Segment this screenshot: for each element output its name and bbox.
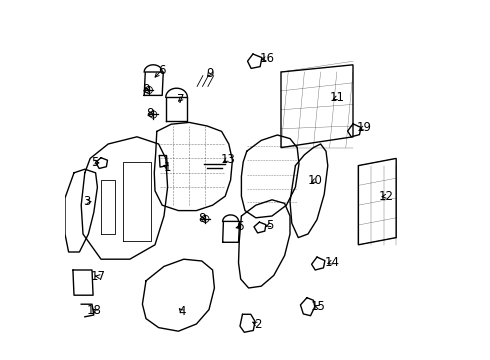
Text: 4: 4 xyxy=(178,305,186,318)
Text: 8: 8 xyxy=(142,83,149,96)
Text: 3: 3 xyxy=(83,195,90,208)
Text: 5: 5 xyxy=(266,219,273,231)
Text: 6: 6 xyxy=(237,220,244,233)
Text: 11: 11 xyxy=(329,91,344,104)
Text: 7: 7 xyxy=(177,93,185,105)
Text: 8: 8 xyxy=(147,107,154,120)
Text: 16: 16 xyxy=(260,52,275,65)
Text: 15: 15 xyxy=(310,300,325,313)
Text: 10: 10 xyxy=(307,174,322,187)
Text: 6: 6 xyxy=(158,64,165,77)
Text: 8: 8 xyxy=(198,212,205,225)
Text: 2: 2 xyxy=(254,318,261,331)
Text: 18: 18 xyxy=(87,304,102,317)
Text: 17: 17 xyxy=(91,270,106,283)
Text: 5: 5 xyxy=(91,156,98,168)
Text: 14: 14 xyxy=(324,256,340,269)
Text: 19: 19 xyxy=(357,121,372,134)
Text: 1: 1 xyxy=(164,161,171,174)
Text: 9: 9 xyxy=(206,67,214,80)
Text: 12: 12 xyxy=(379,190,393,203)
Text: 13: 13 xyxy=(220,153,235,166)
